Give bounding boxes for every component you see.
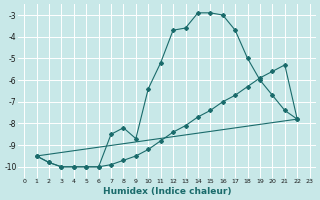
X-axis label: Humidex (Indice chaleur): Humidex (Indice chaleur) xyxy=(103,187,231,196)
